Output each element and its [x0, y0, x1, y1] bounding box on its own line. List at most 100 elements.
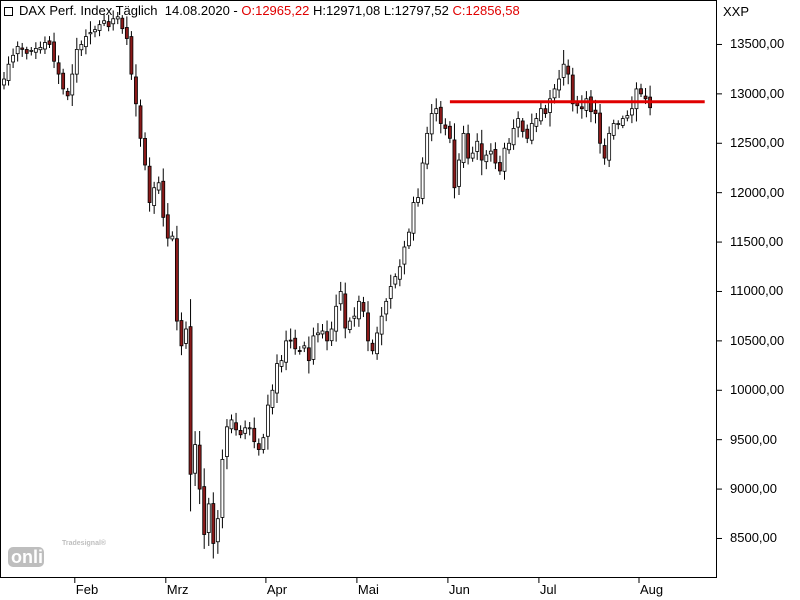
header-date: 14.08.2020	[164, 3, 230, 18]
candle-down	[24, 49, 29, 54]
candle-up	[193, 444, 198, 474]
candle-up	[625, 115, 630, 119]
candle-down	[252, 427, 257, 443]
candle-up	[434, 108, 439, 114]
candle-up	[630, 108, 634, 116]
candle-down	[438, 106, 443, 124]
candle-up	[102, 20, 106, 24]
candle-up	[279, 360, 284, 367]
candle-up	[84, 36, 88, 48]
candle-up	[170, 235, 175, 240]
low-value: L:12797,52	[383, 3, 449, 18]
candle-up	[184, 328, 188, 344]
candle-down	[174, 238, 179, 322]
candle-up	[97, 24, 102, 31]
candle-up	[397, 266, 402, 280]
candle-up	[384, 300, 389, 315]
candle-down	[639, 88, 643, 95]
open-value: O:12965,22	[241, 3, 310, 18]
candle-up	[38, 47, 43, 51]
candle-down	[589, 96, 593, 113]
collapse-box-icon[interactable]	[4, 7, 13, 16]
tradesignal-online-logo: Tradesignal® online	[8, 539, 107, 567]
candle-up	[220, 459, 225, 518]
candle-up	[338, 291, 343, 305]
candle-down	[498, 162, 502, 172]
candle-up	[284, 340, 289, 363]
candle-down	[525, 128, 530, 139]
candle-down	[106, 21, 111, 28]
candle-down	[120, 17, 125, 30]
candle-up	[375, 332, 380, 355]
candle-up	[225, 426, 229, 457]
candle-up	[557, 78, 561, 91]
candle-down	[129, 36, 134, 75]
candle-up	[43, 42, 47, 50]
candle-down	[543, 108, 548, 115]
candle-up	[6, 63, 11, 81]
plot-frame	[0, 0, 717, 578]
candle-up	[70, 73, 75, 96]
x-tick-label: Mrz	[166, 582, 189, 597]
candle-up	[461, 132, 466, 164]
y-tick-label: 13000,00	[730, 85, 785, 101]
candle-down	[643, 95, 648, 100]
candle-up	[548, 98, 552, 113]
chart-header: DAX Perf. Index Täglich 14.08.2020 - O:1…	[0, 0, 716, 22]
candle-down	[452, 139, 457, 189]
x-tick-marks	[74, 578, 640, 583]
candle-up	[356, 300, 361, 320]
candle-up	[215, 518, 220, 543]
candle-down	[479, 143, 484, 161]
candle-up	[611, 123, 616, 136]
candle-down	[602, 145, 607, 159]
candles-group	[2, 10, 652, 559]
candle-up	[457, 159, 461, 187]
candle-up	[156, 182, 161, 191]
candle-down	[570, 74, 575, 105]
candle-down	[493, 149, 498, 164]
instrument-name: DAX Perf. Index Täglich	[19, 3, 158, 18]
candle-down	[238, 430, 243, 436]
candle-down	[306, 347, 311, 362]
candle-down	[366, 312, 370, 342]
x-tick-label: Aug	[640, 582, 664, 597]
candle-up	[115, 16, 120, 20]
candle-up	[320, 330, 325, 335]
candle-up	[229, 419, 234, 430]
candle-up	[206, 503, 211, 533]
x-tick-label: Jul	[539, 582, 557, 597]
candle-down	[20, 47, 25, 50]
candle-down	[593, 109, 598, 115]
candle-down	[52, 41, 56, 62]
candle-down	[325, 331, 329, 342]
candle-up	[93, 29, 97, 33]
candle-down	[165, 214, 170, 239]
watermark-logo-text: online	[11, 547, 64, 567]
candle-down	[143, 137, 147, 166]
y-tick-label: 9000,00	[730, 481, 777, 497]
candle-down	[598, 112, 602, 144]
candle-down	[197, 444, 202, 490]
candle-up	[488, 150, 493, 155]
y-tick-label: 12500,00	[730, 135, 785, 151]
candle-down	[370, 342, 375, 352]
candle-up	[534, 118, 539, 127]
candle-down	[147, 165, 152, 203]
candle-up	[620, 118, 625, 126]
candle-up	[420, 162, 425, 199]
candle-up	[261, 437, 266, 450]
candle-down	[211, 503, 216, 544]
candle-up	[33, 48, 38, 53]
candle-down	[361, 302, 366, 312]
candle-up	[484, 154, 489, 163]
candle-down	[443, 124, 448, 129]
candle-up	[393, 276, 398, 285]
candle-up	[88, 32, 93, 35]
y-tick-label: 10000,00	[730, 382, 785, 398]
candle-down	[65, 90, 70, 97]
candle-up	[275, 363, 279, 394]
candle-down	[124, 27, 129, 39]
candle-up	[561, 63, 566, 78]
